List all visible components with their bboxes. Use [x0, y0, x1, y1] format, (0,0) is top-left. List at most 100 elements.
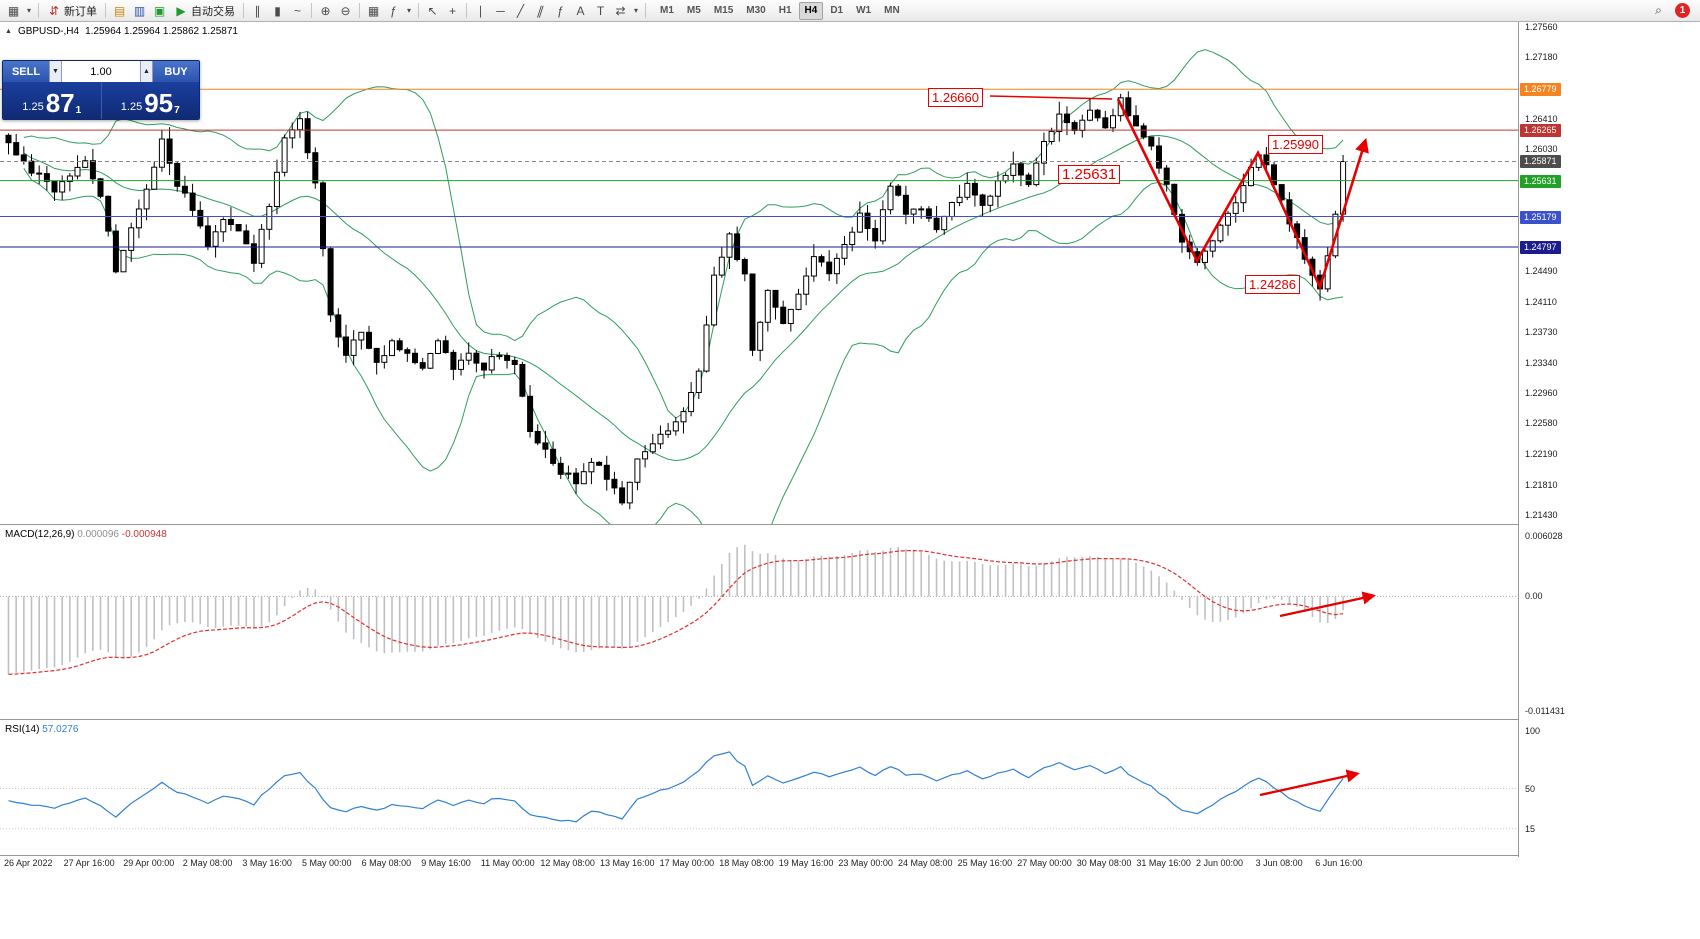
timeframe-button-m1[interactable]: M1: [660, 4, 674, 16]
timeframe-button-m15[interactable]: M15: [713, 4, 734, 16]
new-order-button[interactable]: ⇵ 新订单: [43, 2, 101, 20]
price-axis-tick: 1.27180: [1525, 52, 1558, 63]
search-icon[interactable]: ⌕: [1655, 3, 1662, 17]
chart-annotation-1.25990[interactable]: 1.25990: [1268, 135, 1323, 154]
time-axis-label: 23 May 00:00: [838, 858, 893, 868]
zoom-in-icon[interactable]: ⊕: [320, 3, 331, 18]
timeframe-group: M1 M5 M15 M30 H1 H4 D1 W1 MN: [654, 1, 906, 20]
timeframe-button-m30[interactable]: M30: [746, 4, 766, 16]
time-axis-label: 18 May 08:00: [719, 858, 774, 868]
symbol-ohlc: 1.25964 1.25964 1.25862 1.25871: [85, 26, 238, 37]
autotrade-button[interactable]: ▶ 自动交易: [170, 2, 239, 20]
indicators-dropdown-icon[interactable]: ▾: [406, 6, 411, 15]
time-axis-label: 3 Jun 08:00: [1255, 858, 1303, 868]
timeframe-button-w1[interactable]: W1: [856, 4, 872, 16]
toolbar-separator: [311, 3, 312, 18]
sell-button[interactable]: SELL: [3, 61, 49, 82]
rsi-axis-label: 100: [1525, 726, 1541, 736]
navigator-icon[interactable]: ▣: [153, 3, 166, 18]
text-label-tool-icon[interactable]: T: [596, 3, 605, 18]
volume-decrease-button[interactable]: ▼: [49, 61, 62, 82]
line-chart-icon[interactable]: ~: [293, 3, 301, 18]
volume-input[interactable]: [62, 61, 140, 82]
macd-axis-label: -0.011431: [1525, 706, 1565, 716]
bar-chart-icon[interactable]: ∥: [254, 3, 261, 18]
buy-button[interactable]: BUY: [153, 61, 199, 82]
main-chart-canvas[interactable]: [0, 22, 1518, 525]
price-axis-tick: 1.23340: [1525, 357, 1558, 368]
symbol-title: ▲ GBPUSD-,H4 1.25964 1.25964 1.25862 1.2…: [5, 26, 238, 37]
rsi-axis-label: 15: [1525, 823, 1536, 834]
time-axis-label: 17 May 00:00: [659, 858, 715, 868]
volume-increase-button[interactable]: ▲: [140, 61, 153, 82]
horizontal-line-icon[interactable]: ─: [496, 3, 505, 18]
price-axis-tick: 1.21810: [1525, 479, 1558, 490]
text-tool-icon[interactable]: A: [576, 3, 585, 18]
data-window-icon[interactable]: ▥: [133, 3, 146, 18]
time-axis-label: 11 May 00:00: [480, 858, 535, 868]
macd-canvas[interactable]: [0, 526, 1518, 720]
time-axis-label: 31 May 16:00: [1136, 858, 1191, 868]
chart-window-dropdown-icon[interactable]: ▾: [26, 6, 31, 15]
rsi-axis-label: 50: [1525, 783, 1536, 794]
toolbar-separator: [466, 3, 467, 18]
indicators-icon[interactable]: ƒ: [390, 3, 397, 18]
time-axis-label: 29 Apr 00:00: [123, 858, 175, 868]
crosshair-icon[interactable]: +: [448, 3, 456, 18]
price-level-badge: 1.26265: [1520, 124, 1561, 138]
macd-pane: MACD(12,26,9) 0.000096 -0.000948: [0, 526, 1518, 720]
buy-price-big: 95: [144, 88, 174, 118]
buy-price-pip: 7: [174, 105, 180, 116]
zoom-out-icon[interactable]: ⊖: [340, 3, 351, 18]
rsi-canvas[interactable]: [0, 721, 1518, 856]
price-axis-tick: 1.26410: [1525, 113, 1558, 124]
toolbar-separator: [645, 3, 646, 18]
chart-window-icon[interactable]: ▦: [7, 3, 20, 18]
equidistant-channel-icon[interactable]: ∥: [535, 3, 546, 18]
trendline-icon[interactable]: ╱: [516, 3, 525, 18]
cursor-icon[interactable]: ↖: [427, 3, 438, 18]
arrows-tool-icon[interactable]: ⇄: [615, 3, 626, 18]
macd-axis-label: 0.006028: [1525, 531, 1563, 541]
sell-price-button[interactable]: 1.25 87 1: [3, 82, 101, 119]
time-axis-label: 2 May 08:00: [182, 858, 233, 868]
price-level-badge: 1.24797: [1520, 240, 1561, 254]
price-axis-tick: 1.24490: [1525, 266, 1558, 277]
timeframe-button-h1[interactable]: H1: [778, 4, 792, 16]
sell-price-small: 1.25: [22, 101, 44, 113]
price-axis-tick: 1.22580: [1525, 418, 1558, 429]
timeframe-button-d1[interactable]: D1: [830, 4, 844, 16]
vertical-line-icon[interactable]: ∣: [477, 3, 484, 18]
chart-annotation-1.25631[interactable]: 1.25631: [1058, 165, 1121, 184]
chart-annotation-1.26660[interactable]: 1.26660: [928, 88, 983, 107]
time-axis-label: 25 May 16:00: [957, 858, 1013, 868]
time-axis-label: 13 May 16:00: [600, 858, 655, 868]
price-axis-tick: 1.22960: [1525, 388, 1558, 399]
timeframe-button-mn[interactable]: MN: [884, 4, 900, 16]
price-axis[interactable]: 1.27560 1.27180 1.26410 1.26030 1.24490 1.241…: [1518, 22, 1700, 857]
autotrade-play-icon: ▶: [176, 3, 186, 18]
timeframe-button-m5[interactable]: M5: [686, 4, 701, 16]
arrows-dropdown-icon[interactable]: ▾: [633, 6, 638, 15]
buy-price-button[interactable]: 1.25 95 7: [102, 82, 200, 119]
time-axis-label: 6 Jun 16:00: [1315, 858, 1363, 868]
market-watch-icon[interactable]: ▤: [113, 3, 126, 18]
time-axis-label: 27 Apr 16:00: [63, 858, 115, 868]
notification-badge[interactable]: 1: [1675, 3, 1690, 18]
price-level-badge: 1.26779: [1520, 83, 1561, 97]
collapse-mark-icon[interactable]: ▲: [5, 28, 12, 35]
new-order-label: 新订单: [64, 5, 97, 18]
main-chart-pane: ▲ GBPUSD-,H4 1.25964 1.25964 1.25862 1.2…: [0, 22, 1518, 525]
time-axis-label: 27 May 00:00: [1017, 858, 1072, 868]
tile-windows-icon[interactable]: ▦: [367, 3, 380, 18]
candlestick-chart-icon[interactable]: ▮: [274, 3, 281, 18]
price-level-badge: 1.25179: [1520, 210, 1561, 224]
fibonacci-icon[interactable]: ƒ: [557, 3, 564, 18]
price-level-badge: 1.25631: [1520, 174, 1561, 188]
toolbar-separator: [105, 3, 106, 18]
time-axis[interactable]: 26 Apr 2022 27 Apr 16:00 29 Apr 00:00 2 May…: [0, 857, 1518, 871]
time-axis-label: 9 May 16:00: [421, 858, 471, 868]
rsi-label: RSI(14) 57.0276: [5, 724, 79, 735]
timeframe-button-h4[interactable]: H4: [798, 1, 824, 20]
chart-annotation-1.24286[interactable]: 1.24286: [1245, 275, 1300, 294]
